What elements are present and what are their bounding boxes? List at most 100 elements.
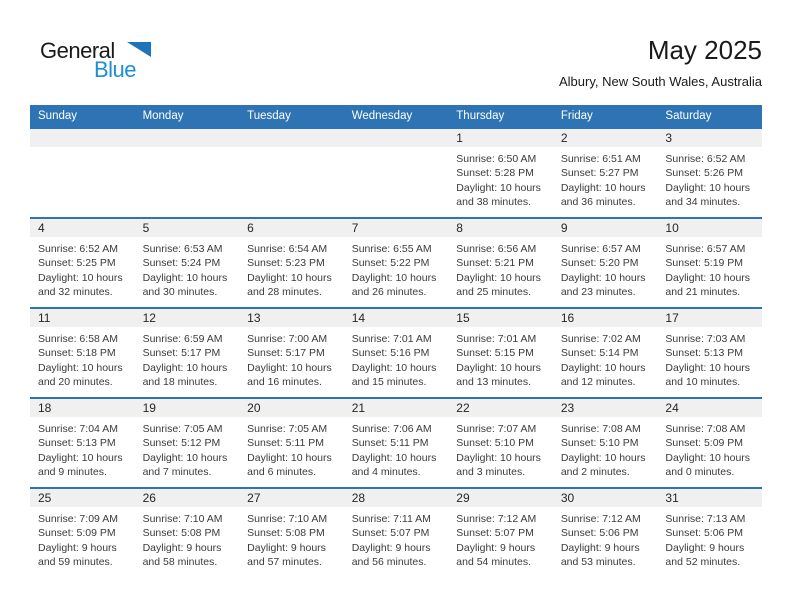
sunrise-text: Sunrise: 7:13 AM xyxy=(665,513,746,525)
day-cell: 16 Sunrise: 7:02 AM Sunset: 5:14 PM Dayligh… xyxy=(552,309,658,397)
day-number-band xyxy=(343,129,449,147)
daylight-text: Daylight: 10 hours and 12 minutes. xyxy=(560,361,646,389)
weekday-header-tuesday: Tuesday xyxy=(247,110,291,122)
sunset-text: Sunset: 5:08 PM xyxy=(142,527,221,540)
day-number-band: 28 xyxy=(343,489,449,507)
day-number: 16 xyxy=(560,311,575,325)
daylight-text: Daylight: 10 hours and 15 minutes. xyxy=(351,361,437,389)
sunrise-text: Sunrise: 7:07 AM xyxy=(456,423,537,435)
sunset-text: Sunset: 5:15 PM xyxy=(456,347,534,360)
day-number: 13 xyxy=(247,311,261,325)
daylight-text: Daylight: 10 hours and 3 minutes. xyxy=(456,451,541,479)
day-details: Sunrise: 7:05 AM Sunset: 5:12 PM Daylight:… xyxy=(135,417,240,480)
logo-triangle-icon xyxy=(127,42,151,57)
day-number-band: 12 xyxy=(134,309,240,327)
week-row: 4 Sunrise: 6:52 AM Sunset: 5:25 PM Daylight… xyxy=(30,217,762,307)
day-cell: 8 Sunrise: 6:56 AM Sunset: 5:21 PM Daylight… xyxy=(448,219,553,307)
day-number: 22 xyxy=(456,401,470,415)
day-number-band xyxy=(239,129,344,147)
location-subtitle: Albury, New South Wales, Australia xyxy=(558,73,762,89)
sunset-text: Sunset: 5:25 PM xyxy=(38,257,116,270)
sunrise-text: Sunrise: 6:50 AM xyxy=(456,153,537,165)
day-cell: 28 Sunrise: 7:11 AM Sunset: 5:07 PM Dayligh… xyxy=(343,489,449,577)
day-number: 14 xyxy=(351,311,366,325)
day-number-band: 22 xyxy=(448,399,553,417)
day-cell: 27 Sunrise: 7:10 AM Sunset: 5:08 PM Dayligh… xyxy=(239,489,344,577)
day-number-band: 23 xyxy=(552,399,658,417)
day-cell: 23 Sunrise: 7:08 AM Sunset: 5:10 PM Dayligh… xyxy=(552,399,658,487)
weeks-container: 1 Sunrise: 6:50 AM Sunset: 5:28 PM Daylight… xyxy=(30,127,762,577)
day-details: Sunrise: 7:10 AM Sunset: 5:08 PM Daylight:… xyxy=(135,507,240,570)
sunset-text: Sunset: 5:13 PM xyxy=(665,347,744,360)
day-number-band: 13 xyxy=(239,309,344,327)
daylight-text: Daylight: 10 hours and 9 minutes. xyxy=(38,451,123,479)
day-details: Sunrise: 7:08 AM Sunset: 5:10 PM Daylight:… xyxy=(553,417,658,480)
sunset-text: Sunset: 5:24 PM xyxy=(142,257,221,270)
title-block: May 2025 Albury, New South Wales, Austra… xyxy=(558,35,762,89)
day-cell xyxy=(30,129,135,217)
day-number: 31 xyxy=(665,491,679,505)
weekday-header-row: Sunday Monday Tuesday Wednesday Thursday… xyxy=(30,105,762,127)
day-cell: 19 Sunrise: 7:05 AM Sunset: 5:12 PM Dayligh… xyxy=(134,399,240,487)
sunrise-text: Sunrise: 6:53 AM xyxy=(142,243,223,255)
day-cell: 1 Sunrise: 6:50 AM Sunset: 5:28 PM Daylight… xyxy=(448,129,553,217)
sunrise-text: Sunrise: 7:09 AM xyxy=(38,513,118,525)
day-cell: 5 Sunrise: 6:53 AM Sunset: 5:24 PM Daylight… xyxy=(134,219,240,307)
sunrise-text: Sunrise: 6:51 AM xyxy=(560,153,641,165)
day-details: Sunrise: 6:58 AM Sunset: 5:18 PM Daylight:… xyxy=(30,327,135,390)
general-blue-logo: General Blue xyxy=(40,38,160,86)
day-number: 4 xyxy=(38,221,45,235)
day-number-band: 11 xyxy=(30,309,135,327)
daylight-text: Daylight: 10 hours and 10 minutes. xyxy=(665,361,751,389)
week-row: 11 Sunrise: 6:58 AM Sunset: 5:18 PM Dayligh… xyxy=(30,307,762,397)
daylight-text: Daylight: 10 hours and 25 minutes. xyxy=(456,271,541,299)
day-cell: 17 Sunrise: 7:03 AM Sunset: 5:13 PM Dayligh… xyxy=(657,309,762,397)
page-title: May 2025 xyxy=(647,35,762,65)
day-details: Sunrise: 6:52 AM Sunset: 5:25 PM Daylight:… xyxy=(30,237,135,300)
sunrise-text: Sunrise: 6:55 AM xyxy=(351,243,432,255)
day-details: Sunrise: 7:07 AM Sunset: 5:10 PM Daylight:… xyxy=(448,417,553,480)
day-cell: 9 Sunrise: 6:57 AM Sunset: 5:20 PM Daylight… xyxy=(552,219,658,307)
day-number-band: 2 xyxy=(552,129,658,147)
week-row: 25 Sunrise: 7:09 AM Sunset: 5:09 PM Dayligh… xyxy=(30,487,762,577)
daylight-text: Daylight: 9 hours and 52 minutes. xyxy=(665,541,745,569)
sunset-text: Sunset: 5:09 PM xyxy=(38,527,116,540)
day-cell: 2 Sunrise: 6:51 AM Sunset: 5:27 PM Daylight… xyxy=(552,129,658,217)
day-cell: 15 Sunrise: 7:01 AM Sunset: 5:15 PM Dayligh… xyxy=(448,309,553,397)
day-number: 9 xyxy=(560,221,568,235)
day-number-band: 6 xyxy=(239,219,344,237)
sunset-text: Sunset: 5:06 PM xyxy=(560,527,639,540)
day-details: Sunrise: 7:12 AM Sunset: 5:06 PM Daylight:… xyxy=(553,507,658,570)
weekday-header-saturday: Saturday xyxy=(665,110,712,122)
day-number-band: 27 xyxy=(239,489,344,507)
day-cell: 6 Sunrise: 6:54 AM Sunset: 5:23 PM Daylight… xyxy=(239,219,344,307)
day-cell xyxy=(239,129,344,217)
sunset-text: Sunset: 5:12 PM xyxy=(142,437,221,450)
daylight-text: Daylight: 10 hours and 7 minutes. xyxy=(142,451,228,479)
daylight-text: Daylight: 9 hours and 54 minutes. xyxy=(456,541,536,569)
day-number: 21 xyxy=(351,401,366,415)
daylight-text: Daylight: 10 hours and 28 minutes. xyxy=(247,271,332,299)
day-details: Sunrise: 7:11 AM Sunset: 5:07 PM Daylight:… xyxy=(344,507,449,570)
sunset-text: Sunset: 5:23 PM xyxy=(247,257,325,270)
day-number-band: 16 xyxy=(552,309,658,327)
day-number: 2 xyxy=(560,131,568,145)
sunset-text: Sunset: 5:08 PM xyxy=(247,527,325,540)
day-number-band: 17 xyxy=(657,309,762,327)
sunset-text: Sunset: 5:27 PM xyxy=(560,167,639,180)
sunset-text: Sunset: 5:06 PM xyxy=(665,527,744,540)
weekday-header-sunday: Sunday xyxy=(38,110,78,122)
day-details: Sunrise: 6:57 AM Sunset: 5:20 PM Daylight:… xyxy=(553,237,658,300)
day-number-band: 14 xyxy=(343,309,449,327)
sunset-text: Sunset: 5:07 PM xyxy=(351,527,430,540)
day-number: 10 xyxy=(665,221,679,235)
weekday-header-friday: Friday xyxy=(560,110,593,122)
day-number: 25 xyxy=(38,491,52,505)
sunrise-text: Sunrise: 7:03 AM xyxy=(665,333,746,345)
sunrise-text: Sunrise: 6:59 AM xyxy=(142,333,223,345)
day-number: 6 xyxy=(247,221,254,235)
sunrise-text: Sunrise: 7:10 AM xyxy=(142,513,223,525)
sunrise-text: Sunrise: 6:57 AM xyxy=(665,243,746,255)
day-cell: 18 Sunrise: 7:04 AM Sunset: 5:13 PM Dayligh… xyxy=(30,399,135,487)
day-number-band: 4 xyxy=(30,219,135,237)
